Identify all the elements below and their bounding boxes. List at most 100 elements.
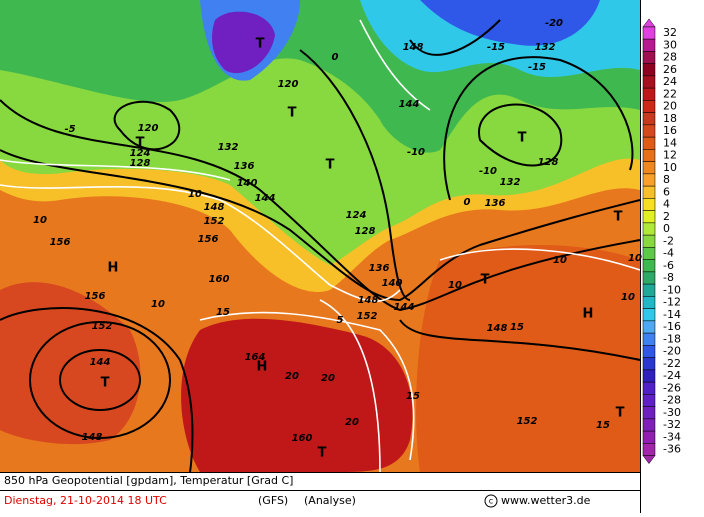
legend-tick-label: -30 [663, 406, 681, 419]
isotherms [0, 19, 641, 473]
legend-tick-label: -14 [663, 308, 681, 321]
legend-swatch [642, 100, 656, 113]
contour-label: 152 [517, 416, 538, 427]
legend-tick-label: -4 [663, 247, 674, 260]
pressure-center: H [257, 360, 268, 375]
legend-tick-label: -6 [663, 259, 674, 272]
contour-label: 15 [216, 307, 230, 318]
contour-label: -20 [545, 18, 563, 29]
legend-swatch [642, 161, 656, 175]
legend-swatch [642, 198, 656, 211]
legend-swatch [642, 283, 656, 297]
pressure-center: T [101, 376, 110, 391]
contour-label: 164 [245, 352, 266, 363]
legend-swatch [642, 406, 656, 420]
legend-swatch [642, 210, 656, 224]
legend-swatch [642, 320, 656, 334]
legend-swatch [642, 87, 656, 101]
legend-tick-label: 24 [663, 75, 677, 88]
legend-swatch [642, 75, 656, 89]
legend-tick-label: -16 [663, 320, 681, 333]
legend-swatch [642, 185, 656, 199]
legend-swatch [642, 369, 656, 383]
contour-label: 148 [487, 323, 508, 334]
contour-label: 148 [358, 295, 379, 306]
pressure-center: T [256, 37, 265, 52]
pressure-center: T [288, 106, 297, 121]
footer-title: 850 hPa Geopotential [gpdam], Temperatur… [4, 474, 293, 487]
legend-swatch [642, 443, 656, 456]
contour-label: 5 [337, 315, 344, 326]
legend-swatch [642, 173, 656, 187]
contour-label: 20 [345, 417, 359, 428]
temp-purple [212, 11, 275, 74]
contour-label: 160 [292, 433, 313, 444]
contour-label: 152 [92, 321, 113, 332]
legend-tick-label: 14 [663, 136, 677, 149]
legend-swatch [642, 63, 656, 77]
legend-tick-label: -36 [663, 443, 681, 456]
contour-label: -5 [64, 124, 75, 135]
legend-swatch [642, 247, 656, 260]
contour-label: 152 [204, 216, 225, 227]
contour-label: 156 [198, 234, 219, 245]
contour-label: 136 [369, 263, 390, 274]
contour-label: 160 [209, 274, 230, 285]
contour-label: -10 [479, 166, 497, 177]
contour-label: 15 [510, 322, 524, 333]
legend-tick-label: 20 [663, 100, 677, 113]
legend-tick-label: 10 [663, 161, 677, 174]
temp-orange-east [416, 245, 640, 472]
contour-label: -15 [528, 62, 546, 73]
legend-swatch [642, 296, 656, 309]
legend-tick-label: -20 [663, 345, 681, 358]
legend-tick-label: -34 [663, 430, 681, 443]
legend-arrow [642, 455, 656, 465]
contour-label: 120 [278, 79, 299, 90]
contour-label: 10 [151, 299, 165, 310]
legend-tick-label: 4 [663, 198, 670, 211]
pressure-center: T [614, 210, 623, 225]
legend-tick-label: -10 [663, 283, 681, 296]
contour-label: 0 [464, 197, 471, 208]
contour-label: 10 [448, 280, 462, 291]
legend-swatch [642, 222, 656, 236]
legend-swatch [642, 149, 656, 162]
temp-blue [420, 0, 600, 46]
pressure-center: T [326, 158, 335, 173]
legend-tick-label: 12 [663, 149, 677, 162]
legend-tick-label: 8 [663, 173, 670, 186]
contour-label: 128 [355, 226, 376, 237]
footer-run: (Analyse) [304, 494, 356, 507]
pressure-center: T [616, 406, 625, 421]
legend-tick-label: -28 [663, 394, 681, 407]
contour-label: 144 [394, 302, 415, 313]
contour-label: 20 [285, 371, 299, 382]
legend-tick-label: -22 [663, 357, 681, 370]
legend-arrow [642, 18, 656, 28]
contour-label: 144 [90, 357, 111, 368]
map-labels: H H H T T T T T T T T T T 144 144 144 144 148 148 148 148 148… [33, 18, 642, 461]
contour-label: 10 [628, 253, 642, 264]
legend-swatch [642, 430, 656, 444]
legend-tick-label: -26 [663, 381, 681, 394]
footer-date: Dienstag, 21-10-2014 18 UTC [4, 494, 167, 507]
map: H H H T T T T T T T T T T 144 144 144 144 148 148 148 148 148… [0, 0, 642, 473]
legend-swatch [642, 51, 656, 64]
legend-tick-label: 16 [663, 124, 677, 137]
contour-label: 132 [218, 142, 239, 153]
legend-tick-label: 26 [663, 63, 677, 76]
footer-model: (GFS) [258, 494, 288, 507]
pressure-center: T [481, 273, 490, 288]
legend-swatch [642, 381, 656, 395]
copyright-icon [484, 494, 498, 508]
contour-label: 10 [621, 292, 635, 303]
legend-tick-label: -12 [663, 296, 681, 309]
legend-tick-label: -24 [663, 369, 681, 382]
contour-label: 132 [500, 177, 521, 188]
contour-label: 152 [357, 311, 378, 322]
contour-label: 132 [535, 42, 556, 53]
contour-label: 124 [130, 148, 151, 159]
pressure-center: T [318, 446, 327, 461]
